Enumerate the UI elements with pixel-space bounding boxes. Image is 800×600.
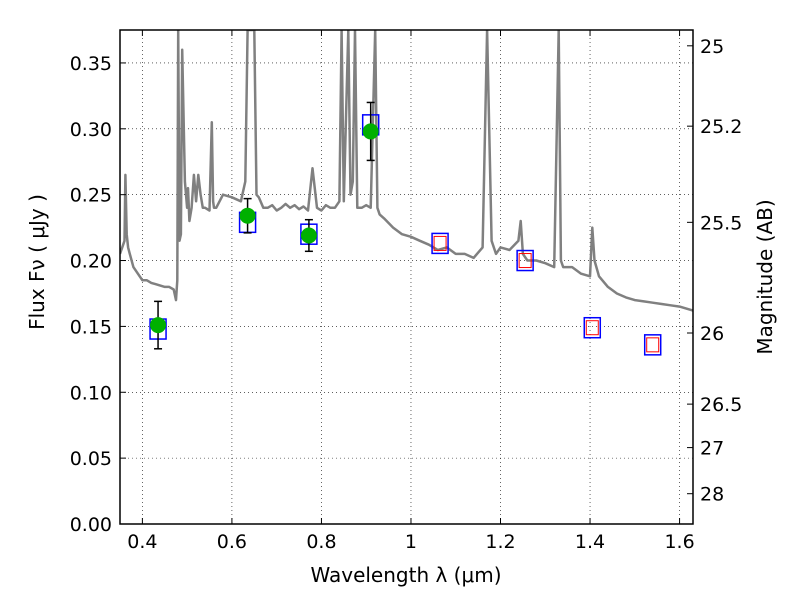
right-tick-label: 25.5 [700,212,742,234]
x-tick-label: 1.2 [485,531,515,553]
y-tick-label: 0.10 [70,382,112,404]
observed-flux-point [239,207,256,224]
synthetic-flux-box [516,249,534,272]
right-tick-label: 27 [700,438,724,460]
y-tick-label: 0.05 [70,448,112,470]
observed-flux-point [362,123,379,140]
observed-flux-point [150,317,167,334]
right-tick-label: 26.5 [700,394,742,416]
predicted-flux-box [433,235,447,251]
y-tick-label: 0.30 [70,119,112,141]
predicted-flux-box [518,253,532,269]
y-axis-right: 25 25.2 25.5 26 26.5 27 28 [687,36,742,506]
right-tick-label: 26 [700,323,724,345]
observed-flux-point [300,227,317,244]
y-tick-label: 0.15 [70,316,112,338]
y-axis-title: Flux Fν ( μJy ) [25,194,49,330]
x-tick-label: 1.6 [664,531,694,553]
y-tick-label: 0.35 [70,53,112,75]
predicted-flux-box [646,337,660,353]
predicted-flux-box [585,320,599,336]
x-tick-label: 0.8 [306,531,336,553]
right-tick-label: 28 [700,484,724,506]
x-tick-label: 0.6 [217,531,247,553]
y-tick-label: 0.00 [70,514,112,536]
x-axis-title: Wavelength λ (μm) [310,563,501,587]
x-axis: 0.4 0.6 0.8 1 1.2 1.4 1.6 [127,30,695,553]
y-axis-right-title: Magnitude (AB) [753,199,777,354]
y-tick-label: 0.20 [70,251,112,273]
synthetic-flux-box [643,334,662,356]
synthetic-flux-box [583,316,602,339]
right-tick-label: 25.2 [700,116,742,138]
grid-lines [120,30,693,525]
right-tick-label: 25 [700,36,724,58]
x-tick-label: 0.4 [127,531,157,553]
x-tick-label: 1.4 [575,531,605,553]
y-tick-label: 0.25 [70,185,112,207]
synthetic-flux-box [431,232,449,255]
model-spectrum-line [120,30,693,312]
plot-frame [119,29,694,525]
x-tick-label: 1 [405,531,417,553]
plot-area [120,30,693,356]
y-axis: 0.00 0.05 0.10 0.15 0.20 0.25 0.30 0.35 [70,53,126,536]
